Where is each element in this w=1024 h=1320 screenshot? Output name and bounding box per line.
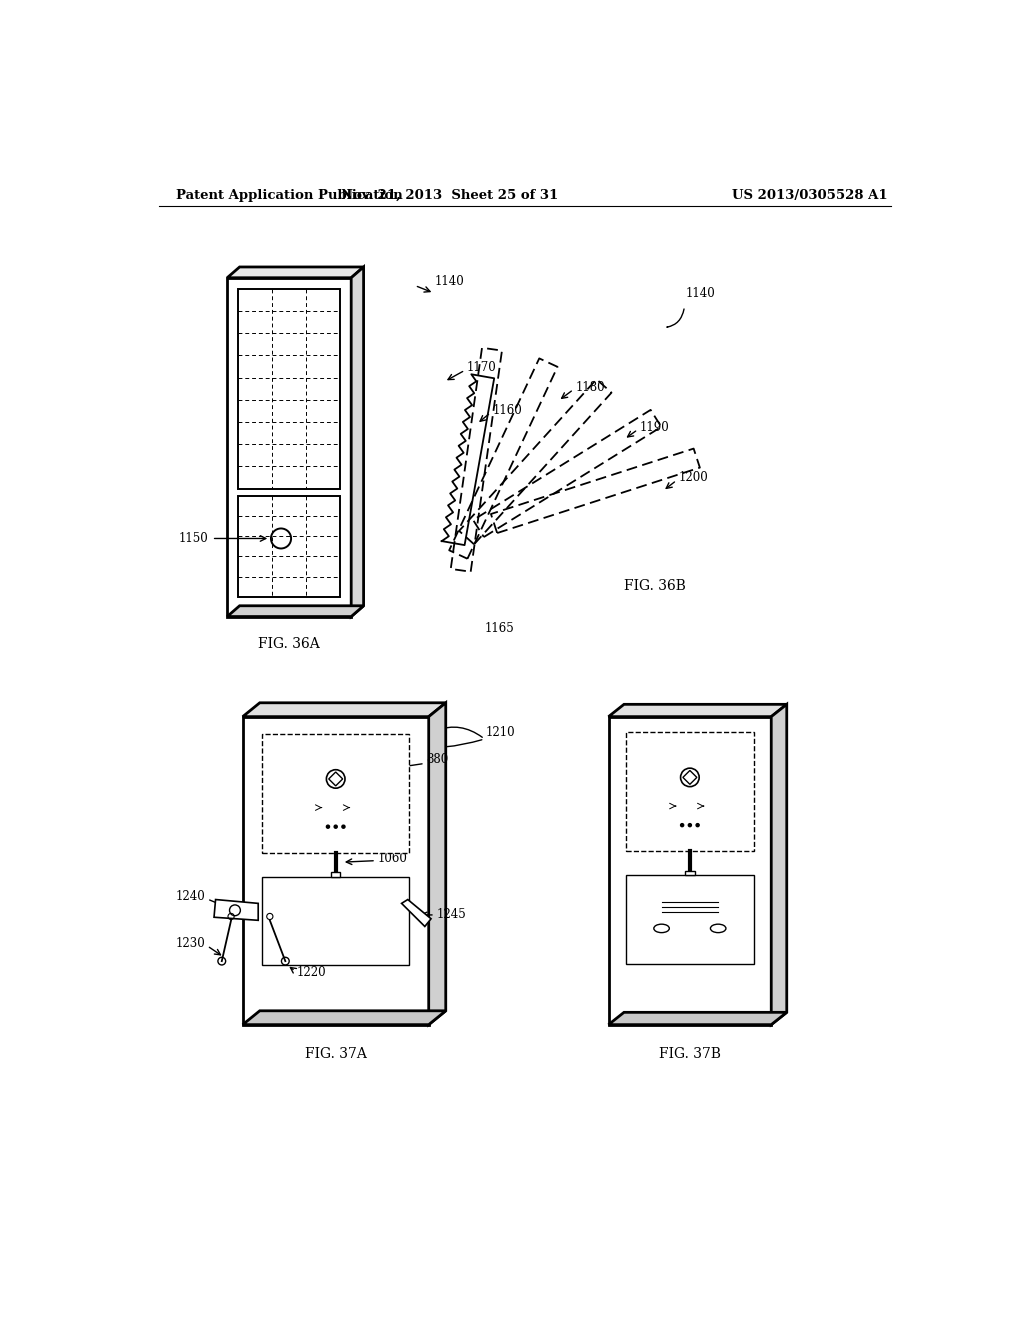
- Text: 1165: 1165: [485, 622, 515, 635]
- Bar: [626, 733, 755, 851]
- Bar: [238, 496, 340, 597]
- Polygon shape: [683, 771, 697, 784]
- Circle shape: [229, 906, 241, 916]
- Polygon shape: [243, 1011, 445, 1024]
- Circle shape: [688, 824, 691, 826]
- Circle shape: [327, 770, 345, 788]
- FancyArrowPatch shape: [667, 309, 684, 327]
- Text: 1245: 1245: [436, 908, 466, 921]
- Text: 1140: 1140: [686, 286, 716, 300]
- Circle shape: [696, 824, 699, 826]
- Text: Patent Application Publication: Patent Application Publication: [176, 189, 402, 202]
- Text: 1240: 1240: [176, 890, 206, 903]
- Polygon shape: [227, 606, 364, 616]
- Polygon shape: [227, 267, 364, 277]
- Text: Nov. 21, 2013  Sheet 25 of 31: Nov. 21, 2013 Sheet 25 of 31: [341, 189, 558, 202]
- Text: FIG. 37B: FIG. 37B: [658, 1047, 721, 1061]
- Bar: [262, 876, 410, 965]
- Text: 1170: 1170: [467, 362, 497, 375]
- Polygon shape: [401, 899, 431, 927]
- Polygon shape: [214, 899, 258, 920]
- Bar: [331, 873, 340, 876]
- Bar: [238, 289, 340, 488]
- Text: 1060: 1060: [378, 851, 408, 865]
- Circle shape: [327, 825, 330, 828]
- Text: 1220: 1220: [297, 966, 327, 979]
- FancyArrowPatch shape: [340, 727, 482, 748]
- Text: 1230: 1230: [176, 937, 206, 950]
- Text: 880: 880: [426, 754, 449, 767]
- Polygon shape: [771, 705, 786, 1024]
- Polygon shape: [329, 772, 343, 785]
- Bar: [262, 734, 410, 853]
- Text: FIG. 37A: FIG. 37A: [305, 1047, 367, 1061]
- Text: FIG. 36B: FIG. 36B: [624, 578, 686, 593]
- Text: 1160: 1160: [493, 404, 522, 417]
- Text: 1200: 1200: [678, 471, 708, 484]
- Bar: [227, 277, 351, 616]
- Text: 1190: 1190: [640, 421, 670, 434]
- Circle shape: [681, 824, 684, 826]
- Bar: [243, 717, 429, 1024]
- Polygon shape: [608, 705, 786, 717]
- Polygon shape: [608, 1012, 786, 1024]
- Circle shape: [681, 768, 699, 787]
- Circle shape: [342, 825, 345, 828]
- Polygon shape: [351, 267, 364, 616]
- Text: 1180: 1180: [575, 380, 605, 393]
- Bar: [626, 875, 755, 964]
- Polygon shape: [243, 702, 445, 717]
- Bar: [608, 717, 771, 1024]
- Circle shape: [334, 825, 337, 828]
- Bar: [685, 871, 694, 875]
- Text: 1150: 1150: [179, 532, 209, 545]
- Text: 1210: 1210: [486, 726, 516, 739]
- Text: FIG. 36A: FIG. 36A: [258, 636, 321, 651]
- Text: 1140: 1140: [434, 275, 464, 288]
- Text: US 2013/0305528 A1: US 2013/0305528 A1: [732, 189, 888, 202]
- FancyArrowPatch shape: [436, 727, 482, 738]
- Polygon shape: [429, 702, 445, 1024]
